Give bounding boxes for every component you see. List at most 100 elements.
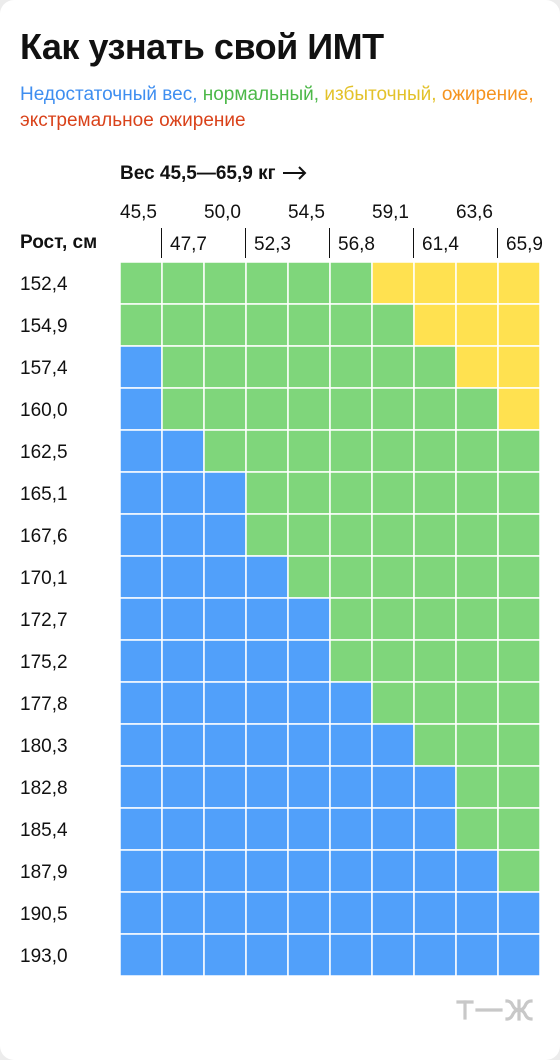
x-tick-label: 56,8: [338, 234, 375, 255]
cell-overweight: [497, 261, 541, 305]
cell-underweight: [413, 849, 457, 893]
cell-normal: [497, 681, 541, 725]
cell-normal: [455, 765, 499, 809]
cell-normal: [245, 345, 289, 389]
arrow-right-icon: [282, 166, 306, 180]
cell-underweight: [203, 555, 247, 599]
cell-normal: [245, 387, 289, 431]
cell-normal: [329, 261, 373, 305]
cell-underweight: [287, 933, 331, 977]
x-tick-label: 54,5: [288, 202, 325, 223]
y-tick-label: 185,4: [20, 820, 68, 841]
cell-normal: [287, 387, 331, 431]
cell-underweight: [161, 723, 205, 767]
cell-normal: [371, 303, 415, 347]
cell-underweight: [119, 723, 163, 767]
cell-underweight: [119, 471, 163, 515]
y-tick-label: 187,9: [20, 862, 68, 883]
legend-extreme: экстремальное ожирение: [20, 110, 246, 131]
cell-underweight: [119, 513, 163, 557]
y-tick-label: 152,4: [20, 274, 68, 295]
cell-underweight: [161, 807, 205, 851]
cell-underweight: [161, 681, 205, 725]
cell-normal: [245, 303, 289, 347]
cell-normal: [371, 555, 415, 599]
cell-underweight: [161, 513, 205, 557]
cell-underweight: [245, 639, 289, 683]
x-tick-label: 61,4: [422, 234, 459, 255]
cell-underweight: [119, 765, 163, 809]
cell-normal: [497, 597, 541, 641]
cell-normal: [455, 681, 499, 725]
page-title: Как узнать свой ИМТ: [20, 26, 384, 67]
y-tick-label: 170,1: [20, 568, 68, 589]
cell-normal: [329, 345, 373, 389]
cell-underweight: [203, 933, 247, 977]
cell-underweight: [203, 723, 247, 767]
cell-underweight: [287, 807, 331, 851]
cell-underweight: [203, 597, 247, 641]
y-tick-label: 193,0: [20, 946, 68, 967]
cell-normal: [203, 303, 247, 347]
cell-normal: [161, 387, 205, 431]
y-axis-title: Рост, см: [20, 232, 98, 253]
x-tick-label: 63,6: [456, 202, 493, 223]
cell-normal: [413, 387, 457, 431]
cell-underweight: [203, 513, 247, 557]
cell-underweight: [203, 639, 247, 683]
cell-underweight: [455, 933, 499, 977]
x-tick-label: 65,9: [506, 234, 543, 255]
cell-normal: [413, 471, 457, 515]
x-tick-label: 50,0: [204, 202, 241, 223]
cell-normal: [497, 723, 541, 767]
y-tick-label: 172,7: [20, 610, 68, 631]
cell-normal: [329, 555, 373, 599]
x-tick-label: 47,7: [170, 234, 207, 255]
x-tick-label: 52,3: [254, 234, 291, 255]
cell-underweight: [119, 681, 163, 725]
cell-normal: [413, 639, 457, 683]
cell-normal: [203, 387, 247, 431]
cell-underweight: [119, 387, 163, 431]
cell-normal: [455, 723, 499, 767]
cell-normal: [287, 429, 331, 473]
cell-normal: [203, 261, 247, 305]
cell-normal: [371, 513, 415, 557]
cell-underweight: [119, 555, 163, 599]
y-tick-label: 182,8: [20, 778, 68, 799]
legend-obese: ожирение,: [441, 84, 534, 105]
cell-underweight: [203, 765, 247, 809]
y-tick-label: 180,3: [20, 736, 68, 757]
cell-normal: [329, 387, 373, 431]
cell-underweight: [413, 807, 457, 851]
cell-normal: [413, 723, 457, 767]
cell-underweight: [455, 849, 499, 893]
x-axis-title-text: Вес 45,5—65,9 кг: [120, 163, 276, 184]
cell-normal: [371, 429, 415, 473]
cell-overweight: [455, 345, 499, 389]
x-axis-title: Вес 45,5—65,9 кг: [120, 163, 308, 185]
cell-underweight: [497, 933, 541, 977]
cell-underweight: [119, 849, 163, 893]
cell-underweight: [119, 891, 163, 935]
cell-normal: [371, 345, 415, 389]
cell-underweight: [287, 681, 331, 725]
cell-underweight: [245, 765, 289, 809]
cell-underweight: [161, 555, 205, 599]
cell-underweight: [203, 891, 247, 935]
cell-normal: [455, 555, 499, 599]
cell-overweight: [497, 345, 541, 389]
cell-underweight: [161, 597, 205, 641]
cell-underweight: [413, 891, 457, 935]
cell-underweight: [245, 807, 289, 851]
cell-normal: [329, 513, 373, 557]
cell-underweight: [413, 933, 457, 977]
y-tick-label: 167,6: [20, 526, 68, 547]
cell-underweight: [161, 849, 205, 893]
cell-normal: [161, 303, 205, 347]
cell-underweight: [245, 849, 289, 893]
cell-normal: [287, 303, 331, 347]
cell-overweight: [455, 261, 499, 305]
cell-underweight: [119, 933, 163, 977]
y-tick-label: 162,5: [20, 442, 68, 463]
